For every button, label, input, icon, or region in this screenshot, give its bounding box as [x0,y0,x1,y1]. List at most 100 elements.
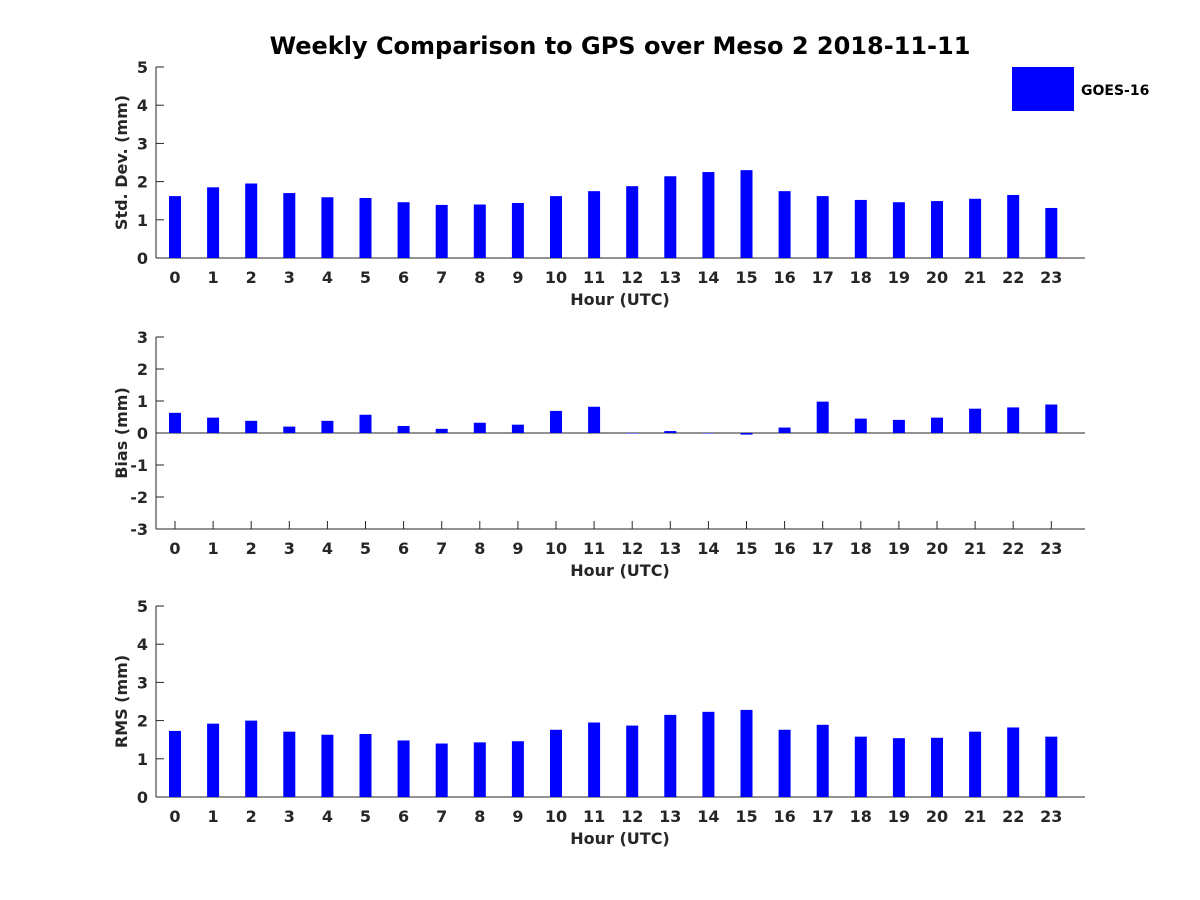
x-tick-label: 17 [812,807,834,826]
bar-hour-21 [969,198,982,258]
legend-label: GOES-16 [1081,83,1149,99]
bar-hour-6 [397,740,410,797]
y-tick-label: 5 [137,58,148,77]
x-tick-label: 1 [208,807,219,826]
bar-hour-13 [664,431,677,433]
y-axis-label: Std. Dev. (mm) [112,95,131,230]
legend-swatch [1012,67,1074,111]
y-tick-label: 0 [137,424,148,443]
bar-hour-22 [1007,407,1020,433]
bar-hour-23 [1045,404,1058,433]
x-tick-label: 13 [659,807,681,826]
y-tick-label: -2 [130,488,148,507]
x-tick-label: 1 [208,268,219,287]
x-tick-label: 12 [621,807,643,826]
x-tick-label: 19 [888,807,910,826]
bar-hour-1 [207,723,220,797]
x-tick-label: 13 [659,539,681,558]
x-tick-label: 21 [964,807,986,826]
x-tick-label: 21 [964,268,986,287]
x-tick-label: 17 [812,268,834,287]
bar-hour-17 [816,401,829,433]
x-tick-label: 21 [964,539,986,558]
bar-hour-2 [245,720,258,797]
bar-hour-0 [169,730,181,797]
bar-hour-17 [816,724,829,797]
bar-hour-7 [435,743,448,797]
x-tick-label: 10 [545,539,567,558]
y-tick-label: 0 [137,249,148,268]
bar-hour-0 [169,196,181,258]
x-tick-label: 20 [926,268,948,287]
bar-hour-12 [626,186,639,258]
x-tick-label: 7 [436,539,447,558]
x-tick-label: 23 [1040,268,1062,287]
x-tick-label: 1 [208,539,219,558]
x-tick-label: 16 [773,807,795,826]
bar-hour-22 [1007,727,1020,797]
bar-hour-2 [245,420,258,433]
bar-hour-10 [550,410,562,433]
bar-hour-5 [359,733,372,797]
y-tick-label: 3 [137,328,148,347]
y-tick-label: 4 [137,635,148,654]
bar-hour-14 [702,711,715,797]
bar-hour-9 [511,741,524,797]
x-tick-label: 8 [474,268,485,287]
x-tick-label: 22 [1002,268,1024,287]
x-tick-label: 14 [697,539,719,558]
y-tick-label: -3 [130,520,148,539]
x-tick-label: 16 [773,268,795,287]
x-tick-label: 3 [284,268,295,287]
y-tick-label: 2 [137,712,148,731]
bar-hour-19 [892,738,905,797]
x-tick-label: 17 [812,539,834,558]
y-tick-label: 2 [137,360,148,379]
x-tick-label: 2 [246,807,257,826]
bar-hour-12 [626,725,639,797]
x-tick-label: 12 [621,539,643,558]
x-axis-label: Hour (UTC) [570,561,670,580]
chart-title: Weekly Comparison to GPS over Meso 2 201… [270,32,971,60]
x-tick-label: 11 [583,539,605,558]
bar-hour-19 [892,419,905,433]
x-tick-label: 11 [583,268,605,287]
bar-hour-18 [854,199,867,258]
x-tick-label: 16 [773,539,795,558]
x-tick-label: 5 [360,539,371,558]
bar-hour-15 [740,433,753,435]
x-tick-label: 9 [512,807,523,826]
x-tick-label: 0 [169,268,180,287]
y-tick-label: 5 [137,597,148,616]
bar-hour-8 [473,422,486,433]
x-tick-label: 14 [697,268,719,287]
x-tick-label: 8 [474,539,485,558]
bar-hour-21 [969,408,982,433]
x-tick-label: 23 [1040,539,1062,558]
x-tick-label: 2 [246,268,257,287]
y-tick-label: 2 [137,173,148,192]
x-tick-label: 7 [436,268,447,287]
bar-hour-9 [511,424,524,433]
x-tick-label: 9 [512,539,523,558]
bar-hour-17 [816,196,829,258]
y-axis-label: RMS (mm) [112,655,131,748]
x-tick-label: 2 [246,539,257,558]
bar-hour-1 [207,187,220,258]
y-tick-label: 1 [137,392,148,411]
bar-hour-18 [854,418,867,433]
bar-hour-7 [435,428,448,433]
bar-hour-16 [778,191,791,258]
x-tick-label: 14 [697,807,719,826]
bar-hour-2 [245,183,258,258]
bar-hour-15 [740,170,753,258]
x-tick-label: 0 [169,539,180,558]
bar-hour-9 [511,202,524,258]
x-tick-label: 3 [284,807,295,826]
bar-hour-3 [283,193,296,258]
x-tick-label: 4 [322,807,333,826]
bar-hour-12 [626,433,639,434]
bar-hour-15 [740,709,753,797]
